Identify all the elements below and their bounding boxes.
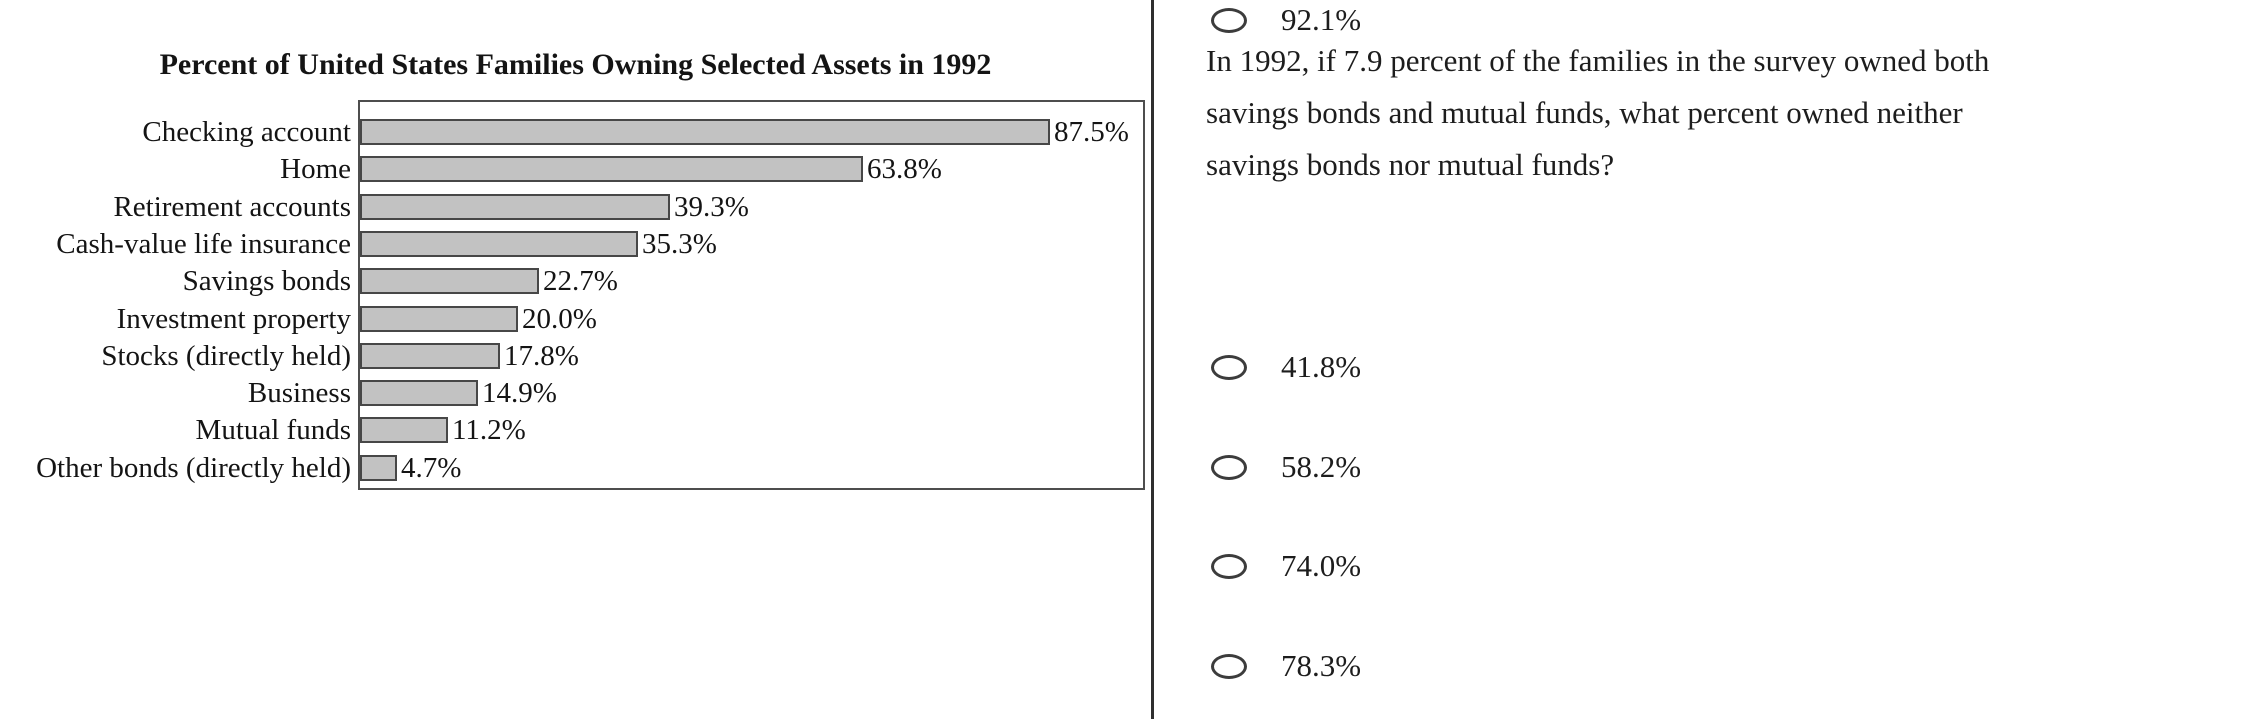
value-label: 4.7% [401,452,462,484]
question-text: In 1992, if 7.9 percent of the families … [1206,35,1989,191]
radio-button[interactable] [1211,7,1247,33]
bar [360,380,478,406]
option-label[interactable]: 41.8% [1281,349,1362,384]
category-label: Home [280,153,351,185]
chart-title: Percent of United States Families Owning… [159,48,992,81]
option-label[interactable]: 74.0% [1281,548,1362,583]
category-label: Mutual funds [195,414,351,446]
value-label: 63.8% [867,153,942,185]
question-line: In 1992, if 7.9 percent of the families … [1206,43,1990,78]
bar [360,417,448,443]
radio-button[interactable] [1211,553,1247,579]
value-label: 14.9% [482,377,557,409]
bar [360,343,500,369]
bar [360,455,397,481]
bar [360,306,518,332]
answer-option[interactable]: 78.3% [1211,646,1361,686]
bar [360,231,638,257]
category-label: Other bonds (directly held) [36,452,351,484]
bar [360,268,539,294]
bar [360,194,670,220]
radio-button[interactable] [1211,454,1247,480]
question-line: savings bonds nor mutual funds? [1206,147,1615,182]
category-label: Checking account [142,116,351,148]
value-label: 17.8% [504,340,579,372]
question-panel: In 1992, if 7.9 percent of the families … [1154,0,2247,719]
answer-option[interactable]: 41.8% [1211,347,1361,387]
panel-divider [1151,0,1154,719]
answer-option[interactable]: 74.0% [1211,546,1361,586]
value-label: 87.5% [1054,116,1129,148]
value-label: 35.3% [642,228,717,260]
answer-option[interactable]: 92.1% [1211,0,1361,40]
category-label: Retirement accounts [113,191,351,223]
answer-option[interactable]: 58.2% [1211,447,1361,487]
bar [360,119,1050,145]
option-label[interactable]: 58.2% [1281,449,1362,484]
option-label[interactable]: 78.3% [1281,648,1362,683]
value-label: 20.0% [522,303,597,335]
value-label: 22.7% [543,265,618,297]
radio-button[interactable] [1211,354,1247,380]
figure-panel: Percent of United States Families Owning… [36,48,1145,490]
value-label: 11.2% [452,414,526,446]
category-label: Stocks (directly held) [101,340,351,372]
bar [360,156,863,182]
radio-button[interactable] [1211,653,1247,679]
category-label: Cash-value life insurance [56,228,351,260]
value-label: 39.3% [674,191,749,223]
question-line: savings bonds and mutual funds, what per… [1206,95,1963,130]
option-label[interactable]: 92.1% [1281,2,1362,37]
category-label: Savings bonds [182,265,351,297]
category-label: Business [247,377,351,409]
category-label: Investment property [116,303,351,335]
